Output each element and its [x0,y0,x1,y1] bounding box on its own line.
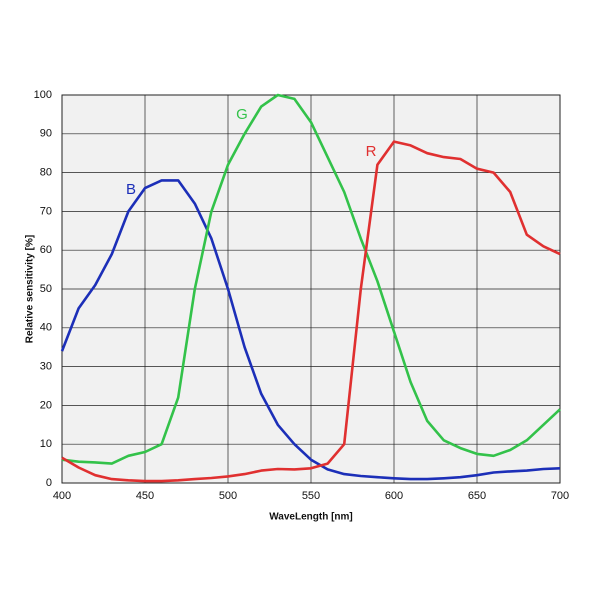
y-tick-label: 30 [40,361,52,373]
y-tick-label: 10 [40,438,52,450]
series-label: G [236,106,248,123]
y-tick-label: 20 [40,399,52,411]
x-tick-label: 650 [468,490,486,502]
series-line [61,93,561,465]
series-label: B [126,181,136,198]
x-tick-label: 700 [551,490,569,502]
plot-border [61,94,561,484]
y-tick-label: 50 [40,283,52,295]
y-tick-label: 40 [40,322,52,334]
y-tick-label: 70 [40,205,52,217]
x-axis-title: WaveLength [nm] [269,512,353,523]
y-tick-label: 60 [40,244,52,256]
x-tick-label: 500 [219,490,237,502]
y-tick-label: 90 [40,128,52,140]
series-label: R [366,143,377,160]
x-tick-label: 550 [302,490,320,502]
y-tick-label: 0 [46,477,52,489]
y-tick-label: 80 [40,167,52,179]
series-line [61,140,561,483]
x-tick-label: 450 [136,490,154,502]
series-line [60,179,561,481]
x-tick-label: 600 [385,490,403,502]
y-tick-label: 100 [34,89,52,101]
x-tick-label: 400 [53,490,71,502]
y-axis-title: Relative sensitivity [%] [25,235,36,343]
